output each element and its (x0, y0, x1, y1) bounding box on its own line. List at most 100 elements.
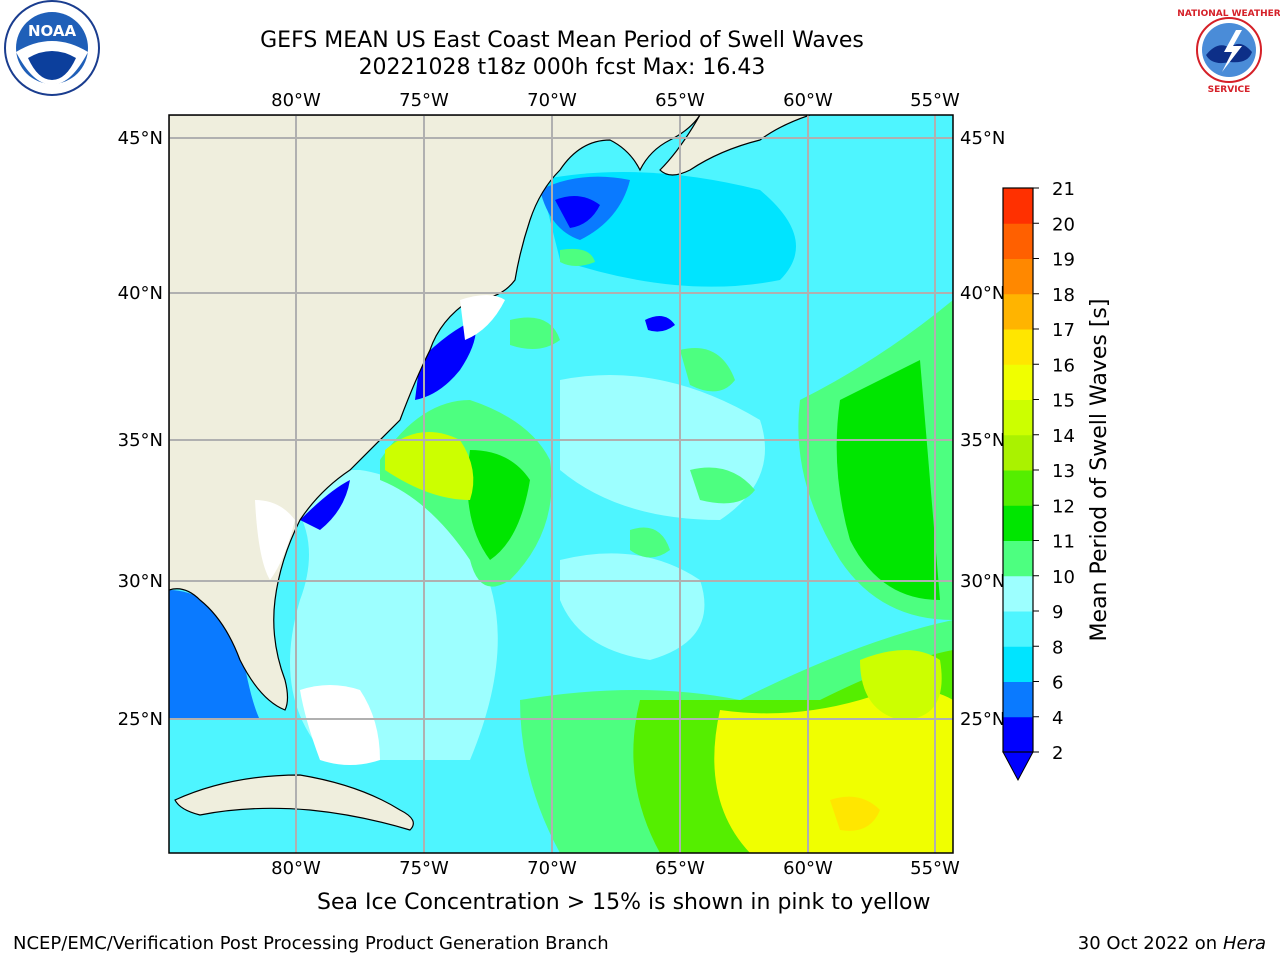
lon-ticks-bottom: 80°W 75°W 70°W 65°W 60°W 55°W (271, 858, 960, 879)
lon-tick-bottom: 75°W (399, 858, 449, 879)
swell-region-darkgreen (467, 450, 530, 560)
colorbar-extend-arrow (1002, 751, 1034, 782)
swell-region-green (560, 248, 595, 266)
colorbar-segment (1003, 329, 1033, 365)
svg-text:SERVICE: SERVICE (1208, 85, 1251, 95)
colorbar-segment (1003, 364, 1033, 400)
colorbar-segment (1003, 258, 1033, 295)
colorbar-tick-label: 10 (1052, 567, 1075, 588)
chart-subtitle: 20221028 t18z 000h fcst Max: 16.43 (358, 55, 766, 80)
swell-region-green (630, 527, 670, 558)
colorbar-segment (1003, 681, 1033, 718)
colorbar-segment (1003, 293, 1033, 330)
lat-tick-right: 40°N (960, 283, 1005, 304)
swell-region-green (680, 348, 735, 392)
swell-region-green (690, 467, 755, 504)
colorbar-tick-label: 11 (1052, 532, 1075, 553)
colorbar-segment (1003, 646, 1033, 682)
chart-title: GEFS MEAN US East Coast Mean Period of S… (260, 28, 864, 53)
lon-ticks-top: 80°W 75°W 70°W 65°W 60°W 55°W (271, 90, 960, 111)
colorbar (1003, 188, 1033, 753)
colorbar-tick-label: 4 (1052, 708, 1063, 729)
no-data-region (460, 295, 505, 340)
colorbar-tick-label: 21 (1052, 179, 1075, 200)
noaa-logo-text: NOAA (28, 22, 77, 40)
lon-tick-bottom: 70°W (527, 858, 577, 879)
footer-credit: NCEP/EMC/Verification Post Processing Pr… (13, 933, 609, 954)
colorbar-segment (1003, 188, 1033, 224)
colorbar-segment (1003, 223, 1033, 259)
colorbar-segment (1003, 505, 1033, 541)
colorbar-tick-label: 19 (1052, 250, 1075, 271)
map-plot-area (169, 115, 953, 853)
swell-region-darkblue (300, 480, 350, 530)
colorbar-segment (1003, 399, 1033, 436)
lon-tick-top: 75°W (399, 90, 449, 111)
swell-region-darkblue (555, 196, 600, 228)
lat-tick-left: 40°N (118, 283, 163, 304)
swell-region-darkblue (415, 320, 476, 400)
swell-region-orange (830, 796, 880, 831)
colorbar-tick-label: 2 (1052, 743, 1063, 764)
colorbar-ticks: 2 4 6 8 9 10 11 12 13 14 15 16 17 18 19 20 21 (1033, 179, 1075, 764)
lon-tick-top: 60°W (783, 90, 833, 111)
colorbar-tick-label: 17 (1052, 320, 1075, 341)
lon-tick-bottom: 55°W (910, 858, 960, 879)
lat-tick-left: 45°N (118, 128, 163, 149)
sea-ice-caption: Sea Ice Concentration > 15% is shown in … (317, 890, 931, 915)
graticule (169, 115, 953, 853)
noaa-logo: NOAA (4, 0, 100, 96)
colorbar-tick-label: 16 (1052, 355, 1075, 376)
lon-tick-top: 70°W (527, 90, 577, 111)
swell-region-yellow (860, 650, 942, 720)
colorbar-segment (1003, 470, 1033, 506)
lat-ticks-left: 45°N 40°N 35°N 30°N 25°N (118, 128, 163, 730)
nws-logo: NATIONAL WEATHER SERVICE (1178, 4, 1280, 96)
lat-tick-right: 30°N (960, 571, 1005, 592)
colorbar-segment (1003, 575, 1033, 612)
colorbar-tick-label: 6 (1052, 673, 1063, 694)
colorbar-tick-label: 18 (1052, 285, 1075, 306)
swell-region-darkgreen (836, 360, 940, 600)
swell-region-darkblue (645, 316, 675, 332)
colorbar-segment (1003, 434, 1033, 471)
map-frame (168, 114, 954, 854)
colorbar-tick-label: 14 (1052, 426, 1075, 447)
land-cuba (174, 774, 414, 831)
colorbar-tick-label: 13 (1052, 461, 1075, 482)
lon-tick-bottom: 65°W (655, 858, 705, 879)
footer-date-text: 30 Oct 2022 on (1077, 933, 1218, 954)
lat-tick-left: 35°N (118, 430, 163, 451)
footer-date: 30 Oct 2022 on Hera (1078, 933, 1266, 954)
colorbar-tick-label: 12 (1052, 496, 1075, 517)
no-data-region (300, 685, 380, 765)
colorbar-segment (1003, 611, 1033, 647)
lon-tick-top: 55°W (910, 90, 960, 111)
colorbar-tick-label: 20 (1052, 214, 1075, 235)
colorbar-tick-label: 15 (1052, 391, 1075, 412)
lat-ticks-right: 45°N 40°N 35°N 30°N 25°N (960, 128, 1005, 730)
colorbar-tick-label: 9 (1052, 602, 1063, 623)
lat-tick-right: 45°N (960, 128, 1005, 149)
land-us-east-coast (169, 115, 701, 711)
lon-tick-bottom: 60°W (783, 858, 833, 879)
swell-region-green (510, 317, 560, 349)
no-data-region (255, 500, 295, 580)
land-nova-scotia (659, 115, 811, 176)
lon-tick-top: 80°W (271, 90, 321, 111)
lon-tick-bottom: 80°W (271, 858, 321, 879)
colorbar-segment (1003, 540, 1033, 577)
colorbar-tick-label: 8 (1052, 637, 1063, 658)
swell-region-blue (169, 590, 260, 720)
colorbar-label: Mean Period of Swell Waves [s] (1087, 299, 1112, 642)
swell-region-yellow (714, 690, 953, 853)
swell-region-yellow (385, 432, 474, 500)
footer-machine: Hera (1222, 933, 1266, 954)
lat-tick-left: 25°N (118, 709, 163, 730)
lat-tick-right: 35°N (960, 430, 1005, 451)
lat-tick-left: 30°N (118, 571, 163, 592)
lon-tick-top: 65°W (655, 90, 705, 111)
lat-tick-right: 25°N (960, 709, 1005, 730)
colorbar-segment (1003, 716, 1033, 753)
